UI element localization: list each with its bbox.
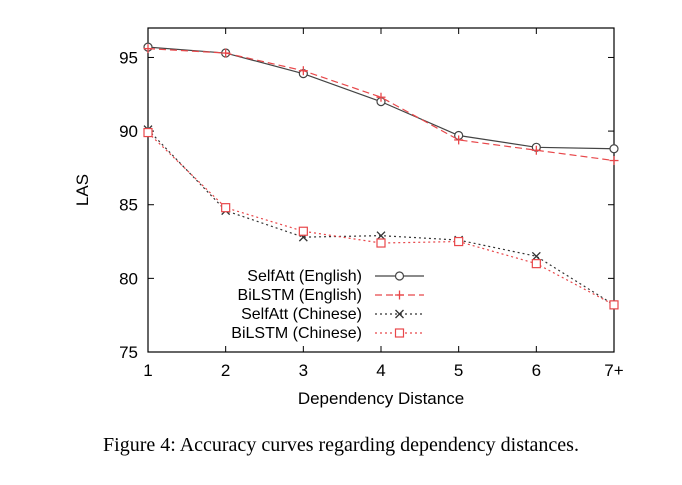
x-tick-label: 4 (376, 361, 385, 380)
plus-marker (298, 66, 308, 76)
y-tick-label: 75 (119, 343, 138, 362)
legend-label: SelfAtt (Chinese) (241, 306, 362, 323)
circle-marker (394, 271, 405, 281)
square-marker (376, 238, 386, 248)
plus-marker (376, 92, 386, 102)
x-tick-label: 5 (454, 361, 463, 380)
series-line (147, 129, 615, 306)
legend-label: SelfAtt (English) (247, 268, 362, 285)
cross-marker (531, 251, 541, 261)
y-axis-label: LAS (73, 174, 92, 206)
x-tick-label: 7+ (604, 361, 623, 380)
y-tick-label: 80 (119, 269, 138, 288)
plus-marker (221, 48, 231, 58)
x-axis-label: Dependency Distance (298, 389, 464, 408)
square-marker (531, 259, 541, 269)
plus-marker (143, 44, 153, 54)
square-marker (454, 236, 464, 247)
series-4 (143, 127, 619, 310)
series-line (147, 132, 615, 306)
x-tick-label: 6 (532, 361, 541, 380)
line-chart: 1 2 3 4 5 6 7+ 75 80 85 90 95 LAS Dependency Distan… (73, 27, 624, 408)
legend-label: BiLSTM (English) (238, 287, 362, 304)
plus-marker (395, 290, 404, 300)
plus-marker (454, 135, 464, 145)
y-tick-label: 90 (119, 122, 138, 141)
square-marker (298, 226, 308, 236)
cross-marker-b (531, 251, 541, 261)
square-marker (394, 328, 405, 338)
cross-marker-b (376, 231, 386, 241)
circle-marker (609, 144, 619, 154)
x-tick-label: 2 (221, 361, 230, 380)
plot-frame (147, 27, 615, 353)
plus-marker (609, 156, 619, 166)
cross-marker (376, 231, 386, 241)
square-marker (609, 300, 619, 310)
cross-marker-b (395, 309, 404, 319)
cross-marker (395, 309, 404, 319)
chart-axes (147, 27, 615, 353)
square-marker (221, 203, 231, 213)
figure-caption: Figure 4: Accuracy curves regarding depe… (103, 434, 579, 456)
series-3 (143, 125, 619, 310)
y-tick-label: 95 (119, 48, 138, 67)
chart-ticks: 1 2 3 4 5 6 7+ 75 80 85 90 95 (119, 28, 624, 380)
legend-label: BiLSTM (Chinese) (231, 325, 362, 342)
x-tick-label: 1 (143, 361, 152, 380)
series-layer (143, 42, 619, 310)
square-marker (143, 127, 153, 138)
legend: SelfAtt (English) BiLSTM (English) SelfAtt… (231, 268, 424, 342)
series-2 (143, 44, 619, 166)
y-tick-label: 85 (119, 196, 138, 215)
plus-marker (531, 145, 541, 155)
x-tick-label: 3 (299, 361, 308, 380)
